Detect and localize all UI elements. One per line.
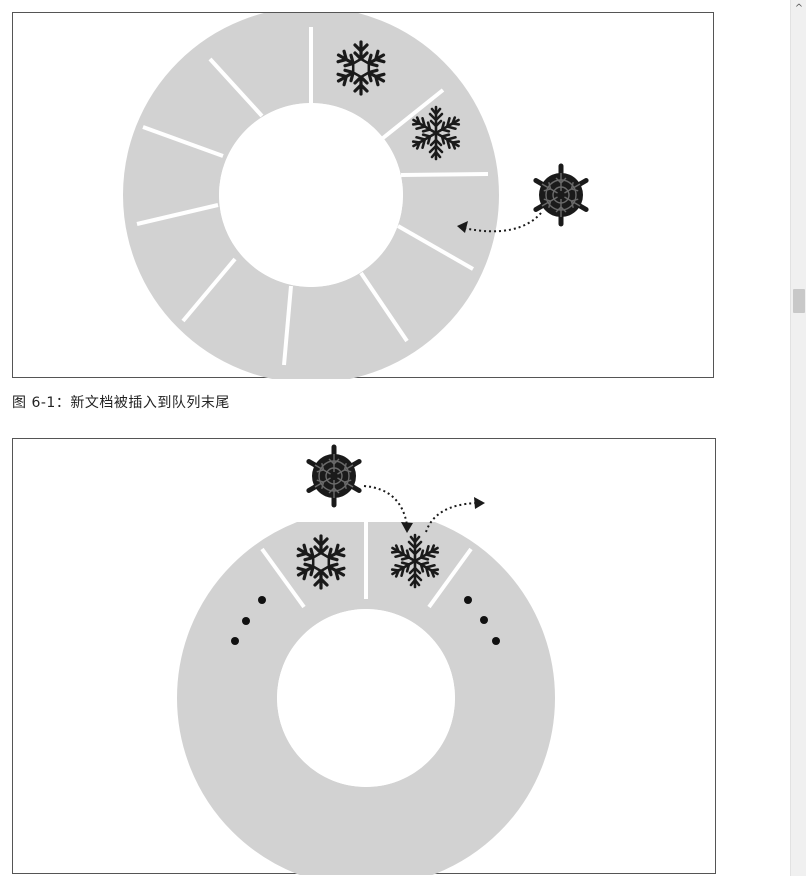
figure-caption: 图 6-1：新文档被插入到队列末尾 [12, 395, 230, 411]
queue-ring [123, 13, 499, 379]
snowflake-icon [309, 447, 359, 505]
queue-slot-dividers [136, 27, 489, 366]
scroll-up-icon[interactable]: ^ [794, 3, 804, 14]
figure-6-2 [12, 438, 716, 875]
dotted-arrow [457, 212, 542, 233]
ellipsis-dots-left [231, 596, 266, 645]
scroll-thumb[interactable] [793, 289, 805, 313]
figure-6-2-illustration [177, 439, 555, 875]
figure-6-1 [12, 12, 715, 379]
vertical-scrollbar[interactable]: ^ [790, 0, 806, 876]
queue-ring-center [219, 103, 403, 287]
queue-ring [177, 499, 555, 875]
queue-ring-center [277, 609, 455, 787]
figure-6-1-illustration [123, 13, 715, 379]
snowflake-icon [536, 166, 586, 224]
dotted-arrow [425, 497, 485, 533]
ellipsis-dots-right [464, 596, 500, 645]
dotted-arrow [363, 485, 413, 533]
queue-slot-dividers [260, 521, 473, 609]
